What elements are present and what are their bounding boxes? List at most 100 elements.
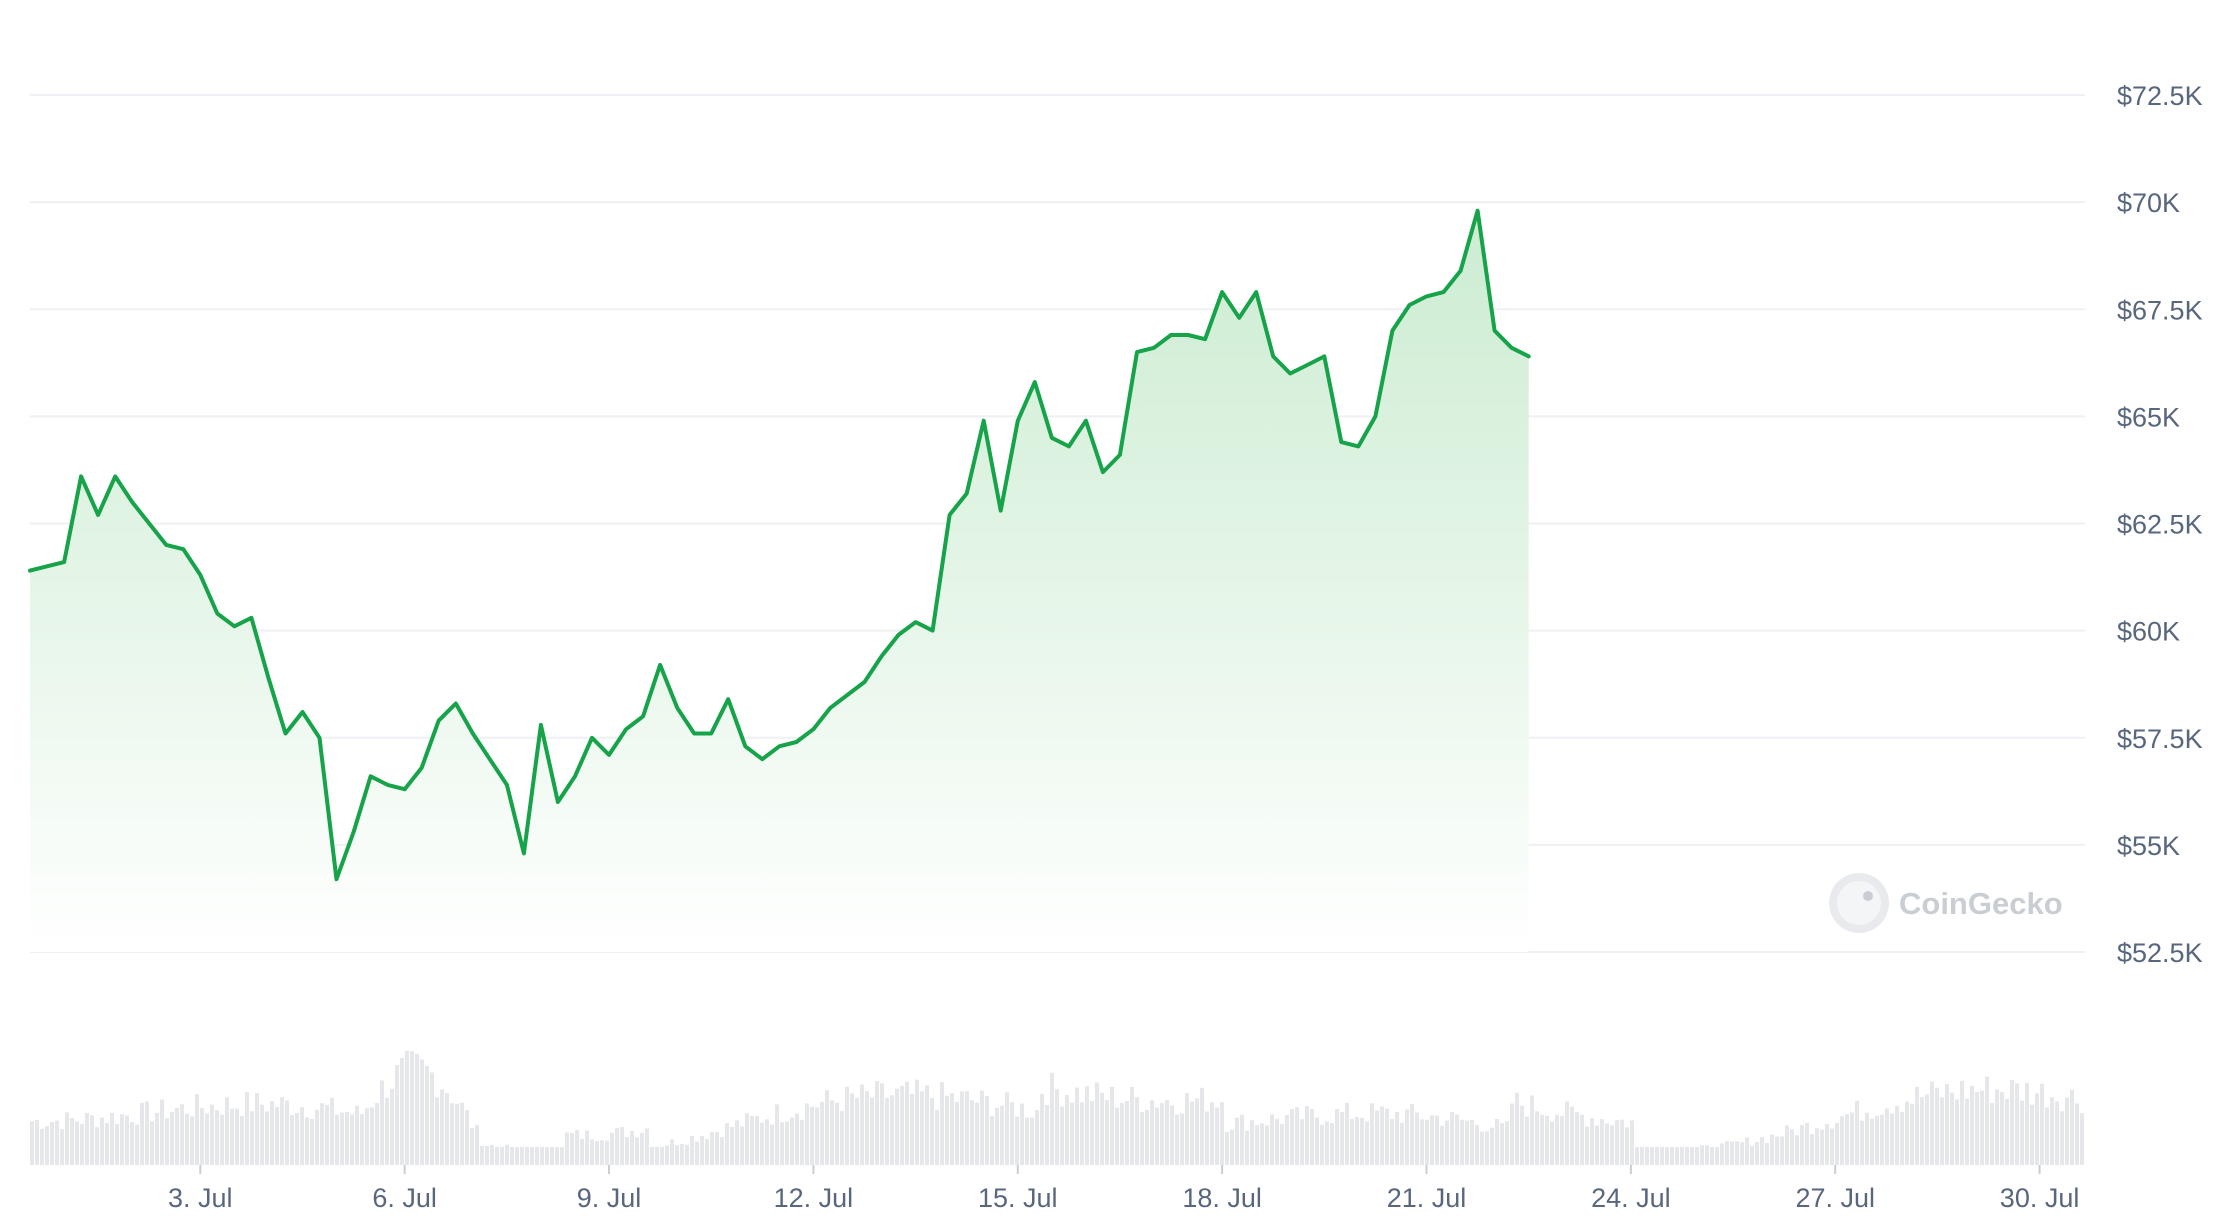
volume-bar xyxy=(675,1145,679,1165)
volume-bar xyxy=(610,1132,614,1165)
volume-bars xyxy=(30,1050,2084,1165)
volume-bar xyxy=(1175,1114,1179,1165)
volume-bar xyxy=(2065,1097,2069,1165)
volume-bar xyxy=(1765,1142,1769,1165)
volume-bar xyxy=(560,1147,564,1165)
volume-bar xyxy=(745,1113,749,1165)
volume-bar xyxy=(1830,1128,1834,1165)
volume-bar xyxy=(1465,1120,1469,1165)
volume-bar xyxy=(1480,1131,1484,1165)
volume-bar xyxy=(1870,1118,1874,1165)
volume-bar xyxy=(2055,1101,2059,1165)
volume-bar xyxy=(1350,1118,1354,1165)
price-area-fill xyxy=(30,210,1529,952)
volume-bar xyxy=(360,1114,364,1165)
volume-bar xyxy=(795,1113,799,1165)
volume-bar xyxy=(1340,1111,1344,1165)
volume-bar xyxy=(230,1108,234,1165)
volume-bar xyxy=(1345,1102,1349,1165)
volume-bar xyxy=(840,1111,844,1165)
volume-bar xyxy=(545,1147,549,1165)
volume-bar xyxy=(1865,1112,1869,1165)
volume-bar xyxy=(1320,1124,1324,1165)
volume-bar xyxy=(1395,1111,1399,1165)
volume-bar xyxy=(1670,1147,1674,1165)
volume-bar xyxy=(1860,1120,1864,1165)
volume-bar xyxy=(2045,1107,2049,1165)
volume-bar xyxy=(705,1139,709,1165)
volume-bar xyxy=(315,1109,319,1165)
volume-bar xyxy=(1430,1115,1434,1165)
volume-bar xyxy=(815,1107,819,1165)
volume-bar xyxy=(1660,1147,1664,1165)
volume-bar xyxy=(100,1117,104,1165)
volume-bar xyxy=(335,1114,339,1165)
volume-bar xyxy=(1715,1147,1719,1165)
volume-bar xyxy=(1115,1107,1119,1165)
volume-bar xyxy=(530,1147,534,1165)
volume-bar xyxy=(1250,1120,1254,1165)
volume-bar xyxy=(1535,1111,1539,1165)
volume-bar xyxy=(1390,1118,1394,1165)
volume-bar xyxy=(1790,1129,1794,1165)
volume-bar xyxy=(835,1102,839,1165)
volume-bar xyxy=(1665,1147,1669,1165)
volume-bar xyxy=(80,1123,84,1165)
volume-bar xyxy=(375,1103,379,1165)
volume-bar xyxy=(1285,1115,1289,1165)
volume-bar xyxy=(1855,1100,1859,1165)
volume-bar xyxy=(1100,1092,1104,1165)
volume-bar xyxy=(1795,1135,1799,1165)
volume-bar xyxy=(325,1104,329,1165)
volume-bar xyxy=(1375,1110,1379,1165)
volume-bar xyxy=(145,1101,149,1165)
gecko-logo-icon xyxy=(1829,873,1889,933)
volume-bar xyxy=(395,1065,399,1165)
volume-bar xyxy=(420,1059,424,1165)
volume-bar xyxy=(1595,1125,1599,1165)
volume-bar xyxy=(1310,1108,1314,1165)
volume-bar xyxy=(1655,1147,1659,1165)
volume-bar xyxy=(1185,1093,1189,1165)
volume-bar xyxy=(1370,1103,1374,1165)
volume-bar xyxy=(1940,1097,1944,1165)
volume-bar xyxy=(190,1116,194,1165)
volume-bar xyxy=(1145,1109,1149,1165)
volume-bar xyxy=(1955,1099,1959,1165)
price-line-group[interactable] xyxy=(28,208,1531,882)
volume-bar xyxy=(1135,1097,1139,1165)
volume-bar xyxy=(1315,1117,1319,1165)
volume-bar xyxy=(35,1119,39,1165)
volume-bar xyxy=(2020,1100,2024,1165)
volume-bar xyxy=(2050,1097,2054,1165)
volume-bar xyxy=(2070,1089,2074,1165)
volume-bar xyxy=(1635,1147,1639,1165)
volume-bar xyxy=(75,1121,79,1165)
volume-bar xyxy=(605,1140,609,1165)
volume-bar xyxy=(1570,1106,1574,1165)
volume-bar xyxy=(175,1107,179,1165)
volume-bar xyxy=(1585,1126,1589,1165)
volume-bar xyxy=(400,1057,404,1165)
volume-bar xyxy=(1415,1112,1419,1165)
volume-bar xyxy=(1695,1147,1699,1165)
volume-bar xyxy=(895,1088,899,1165)
volume-bar xyxy=(1875,1115,1879,1165)
volume-bar xyxy=(685,1144,689,1165)
volume-bar xyxy=(860,1084,864,1165)
price-line[interactable] xyxy=(28,208,1531,882)
volume-bar xyxy=(1220,1102,1224,1165)
volume-bar xyxy=(1460,1119,1464,1165)
volume-bar xyxy=(1565,1101,1569,1165)
volume-bar xyxy=(265,1111,269,1165)
volume-bar xyxy=(910,1093,914,1165)
volume-bar xyxy=(1040,1093,1044,1165)
y-tick-label: $70K xyxy=(2117,188,2180,218)
volume-bar xyxy=(1505,1121,1509,1165)
volume-bar xyxy=(235,1108,239,1165)
volume-bar xyxy=(1995,1089,1999,1165)
volume-bar xyxy=(285,1100,289,1165)
volume-bar xyxy=(990,1115,994,1165)
